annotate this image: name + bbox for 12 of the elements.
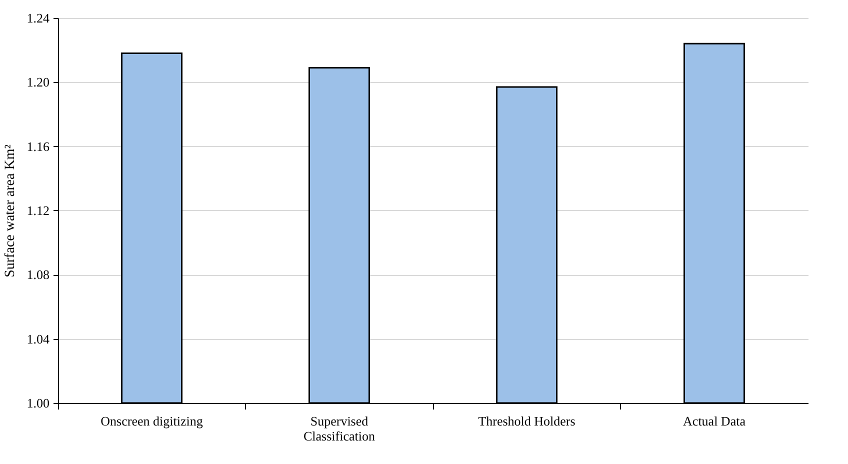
x-tick-label: Actual Data [683,414,746,428]
x-tick-label: Threshold Holders [478,414,576,428]
y-tick-label: 1.24 [26,10,50,26]
y-tick-label: 1.16 [26,138,50,154]
y-tick-label: 1.00 [26,396,50,410]
x-tick-label: Supervised Classification [304,414,376,444]
y-tick-label: 1.12 [26,203,50,218]
y-tick-label: 1.08 [26,267,50,282]
y-tick-label: 1.20 [26,74,50,90]
y-axis-title: Surface water area Km² [2,144,18,278]
y-tick-label: 1.04 [26,331,50,346]
x-tick-label: Onscreen digitizing [100,414,204,428]
